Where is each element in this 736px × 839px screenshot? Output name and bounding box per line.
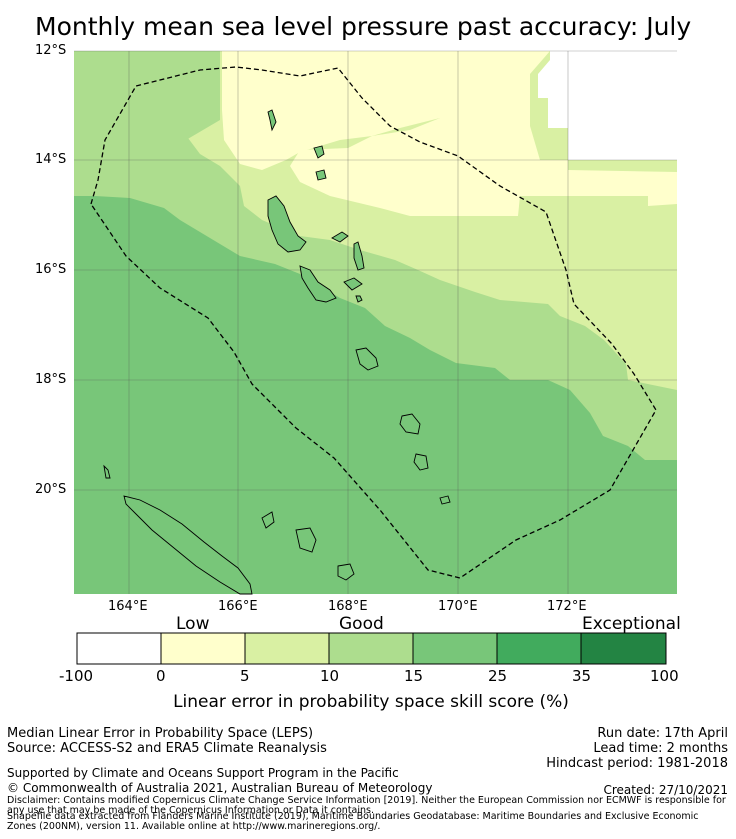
- lat-label-20s: 20°S: [35, 482, 67, 497]
- lat-label-18s: 18°S: [35, 372, 67, 387]
- colorbar-tick-0: -100: [59, 667, 94, 685]
- support-statement: Supported by Climate and Oceans Support …: [7, 766, 399, 780]
- colorbar-tick-3: 10: [320, 667, 340, 685]
- colorbar-swatch-5: [497, 633, 581, 664]
- colorbar-category-low: Low: [176, 614, 210, 634]
- island-epi: [355, 295, 363, 303]
- colorbar-swatch-0: [77, 633, 161, 664]
- island-banks-1: [313, 145, 325, 159]
- island-mare: [337, 563, 355, 581]
- colorbar: [76, 632, 667, 665]
- island-belep: [103, 464, 111, 479]
- skill-region-low-2: [222, 51, 440, 170]
- island-efate: [355, 347, 379, 371]
- skill-region-west-patch: [74, 51, 220, 160]
- colorbar-label: Linear error in probability space skill …: [173, 692, 569, 712]
- island-ouvea: [261, 511, 275, 529]
- island-aneityum: [439, 495, 451, 505]
- island-new-caledonia: [123, 495, 253, 595]
- copyright: © Commonwealth of Australia 2021, Austra…: [7, 781, 433, 795]
- data-source: Source: ACCESS-S2 and ERA5 Climate Reana…: [7, 741, 327, 756]
- lon-label-164e: 164°E: [108, 599, 148, 614]
- colorbar-category-good: Good: [339, 614, 384, 634]
- colorbar-tick-1: 0: [156, 667, 166, 685]
- lat-label-16s: 16°S: [35, 262, 67, 277]
- colorbar-swatch-6: [581, 633, 666, 664]
- colorbar-swatch-4: [413, 633, 497, 664]
- colorbar-swatch-1: [161, 633, 245, 664]
- disclaimer: Disclaimer: Contains modified Copernicus…: [7, 795, 726, 816]
- lon-label-170e: 170°E: [438, 599, 478, 614]
- island-malakula: [299, 265, 337, 303]
- colorbar-tick-6: 35: [572, 667, 592, 685]
- island-pentecost: [353, 241, 365, 271]
- island-tanna: [413, 453, 429, 471]
- colorbar-tick-7: 100: [650, 667, 679, 685]
- colorbar-swatch-3: [329, 633, 413, 664]
- lon-label-168e: 168°E: [328, 599, 368, 614]
- lat-label-14s: 14°S: [35, 152, 67, 167]
- colorbar-tick-2: 5: [240, 667, 250, 685]
- map-title: Monthly mean sea level pressure past acc…: [35, 12, 692, 41]
- lead-time: Lead time: 2 months: [593, 741, 728, 756]
- shapefile-credit: Shapefile data extracted from Flanders M…: [7, 811, 699, 832]
- created-date: Created: 27/10/2021: [603, 783, 728, 797]
- lat-label-12s: 12°S: [35, 43, 67, 58]
- island-torres: [267, 109, 277, 132]
- colorbar-tick-4: 15: [404, 667, 424, 685]
- colorbar-tick-5: 25: [488, 667, 508, 685]
- skill-shading: [74, 51, 677, 594]
- lon-label-166e: 166°E: [218, 599, 258, 614]
- hindcast-period: Hindcast period: 1981-2018: [546, 756, 728, 771]
- island-ambrym: [343, 277, 363, 291]
- island-erromango: [399, 413, 421, 435]
- run-date: Run date: 17th April: [597, 726, 728, 741]
- island-espiritu-santo: [267, 195, 307, 253]
- island-ambae: [331, 231, 349, 243]
- colorbar-swatch-2: [245, 633, 329, 664]
- island-banks-2: [315, 169, 327, 181]
- skill-region-nodata: [538, 51, 677, 160]
- leps-description: Median Linear Error in Probability Space…: [7, 726, 314, 741]
- lon-label-172e: 172°E: [547, 599, 587, 614]
- colorbar-category-exceptional: Exceptional: [582, 614, 681, 634]
- island-lifou: [295, 527, 317, 553]
- eez-boundary: [90, 66, 657, 579]
- skill-region-low: [290, 51, 677, 216]
- land-outlines: [103, 109, 451, 595]
